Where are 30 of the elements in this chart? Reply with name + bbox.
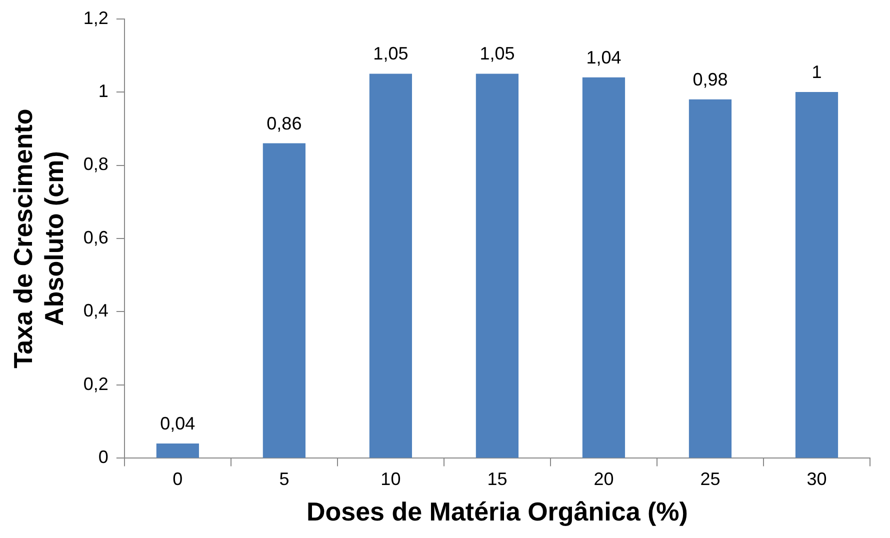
y-tick-label: 0 bbox=[98, 447, 108, 468]
x-tick-label: 10 bbox=[380, 468, 401, 489]
x-tick-label: 15 bbox=[487, 468, 508, 489]
y-tick-label: 0,6 bbox=[83, 227, 108, 248]
data-label: 1,04 bbox=[586, 47, 622, 68]
data-label: 0,86 bbox=[266, 113, 302, 134]
y-tick-label: 1 bbox=[98, 81, 108, 101]
bar bbox=[476, 74, 519, 458]
y-tick-label: 0,2 bbox=[83, 374, 108, 394]
y-tick-label: 1,2 bbox=[83, 8, 108, 28]
bar bbox=[156, 444, 199, 458]
bar bbox=[262, 143, 306, 458]
x-tick-label: 0 bbox=[172, 468, 183, 489]
x-tick-label: 5 bbox=[279, 468, 290, 489]
bar bbox=[795, 92, 838, 458]
data-label: 0,98 bbox=[692, 69, 728, 90]
x-axis-title: Doses de Matéria Orgânica (%) bbox=[306, 496, 688, 527]
x-tick-label: 30 bbox=[806, 468, 827, 489]
data-label: 1,05 bbox=[373, 44, 408, 64]
bar bbox=[582, 77, 626, 458]
bar bbox=[688, 99, 732, 458]
y-tick-label: 0,8 bbox=[83, 154, 108, 174]
x-tick-label: 25 bbox=[700, 468, 720, 489]
data-label: 1,05 bbox=[480, 44, 515, 64]
data-label: 1 bbox=[812, 62, 822, 82]
x-tick-label: 20 bbox=[594, 468, 614, 489]
y-tick-label: 0,4 bbox=[83, 300, 108, 321]
bar bbox=[369, 74, 412, 458]
data-label: 0,04 bbox=[160, 414, 196, 434]
y-axis-title: Taxa de Crescimento Absoluto (cm) bbox=[8, 108, 69, 368]
